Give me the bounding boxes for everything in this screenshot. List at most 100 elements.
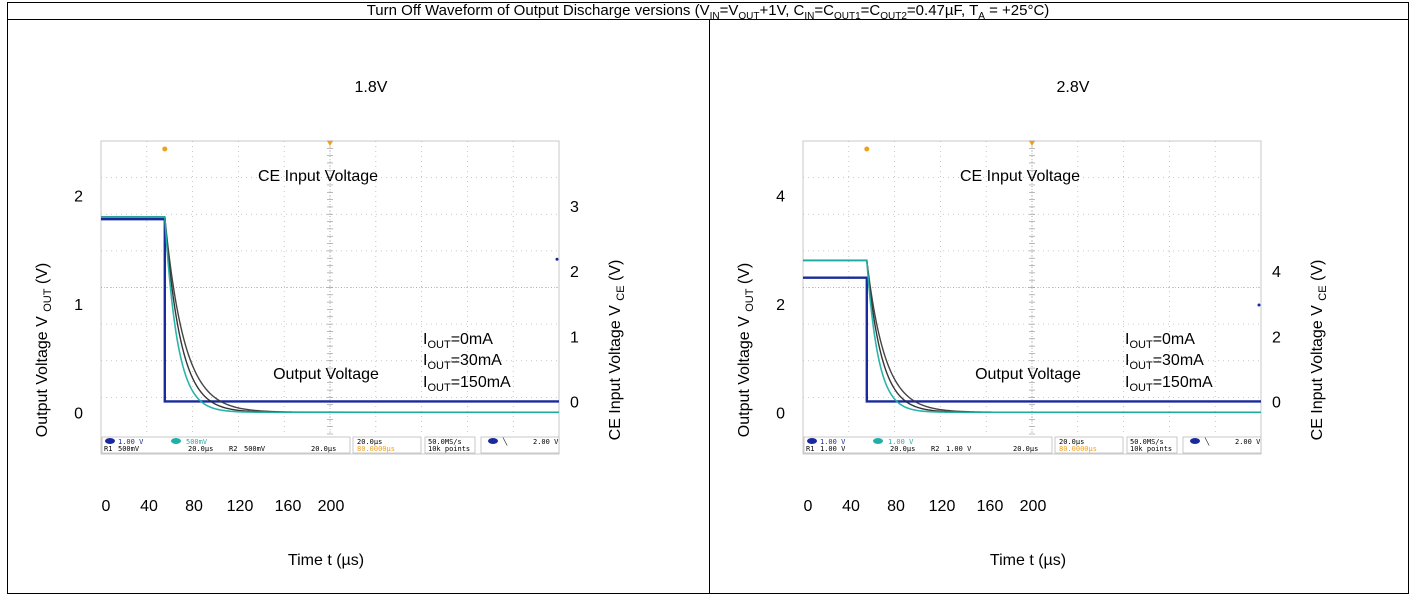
output-annotation: Output Voltage: [273, 366, 379, 383]
trigger-source-badge: [488, 438, 498, 444]
scope-status-acq: [424, 436, 476, 454]
y2-tick-label: 0: [1272, 394, 1281, 411]
r1-badge: R1: [104, 445, 112, 453]
legend-entry-1: IOUT=30mA: [1125, 352, 1204, 372]
r1-scale: 500mV: [118, 445, 140, 453]
sample-rate: 50.0MS/s: [1130, 438, 1164, 446]
panel-1: 1.00 V 500mV R1 500mV 20.0µs R2 500mV 20.0µs 20.…: [8, 22, 708, 595]
x-tick-label: 200: [318, 498, 345, 515]
timebase: 20.0µs: [357, 438, 382, 446]
r2-time: 20.0µs: [1013, 445, 1038, 453]
y-tick-label: 1: [74, 297, 83, 314]
ch1-level-marker: [1257, 303, 1261, 307]
legend-entry-2: IOUT=150mA: [1125, 374, 1213, 394]
ch1-scale: 1.00 V: [820, 438, 846, 446]
y-tick-label: 0: [74, 405, 83, 422]
trigger-slope: ╲: [502, 437, 508, 446]
x-tick-label: 80: [185, 498, 203, 515]
panel-divider: [709, 20, 710, 593]
vout-curve-150ma: [101, 216, 560, 414]
r2-badge: R2: [229, 445, 237, 453]
y2-tick-label: 4: [1272, 264, 1281, 281]
trigger-pos-marker: [1029, 141, 1035, 146]
ch1-badge: [105, 438, 115, 444]
x-axis-label: Time t (µs): [288, 552, 364, 569]
y2-tick-label: 3: [570, 199, 579, 216]
trigger-level: 2.00 V: [533, 438, 559, 446]
x-tick-label: 200: [1020, 498, 1047, 515]
figure-title: Turn Off Waveform of Output Discharge ve…: [8, 3, 1408, 22]
trigger-delay: 80.0000µs: [1059, 445, 1097, 453]
y-tick-label: 4: [776, 188, 785, 205]
r2-scale: 500mV: [244, 445, 266, 453]
scope-status-channels: [803, 436, 1053, 454]
y2-tick-label: 2: [1272, 329, 1281, 346]
chart-svg: 1.00 V 1.00 VR1 1.00 V 20.0µs R2 1.00 V 20.0µs…: [736, 79, 1329, 569]
scope-status-trigger: [480, 436, 560, 454]
trigger-marker: [162, 146, 168, 152]
r2-badge: R2: [931, 445, 939, 453]
ce-waveform: [803, 276, 1261, 403]
y2-tick-label: 0: [570, 394, 579, 411]
legend-entry-0: IOUT=0mA: [423, 331, 493, 351]
ch1-badge: [807, 438, 817, 444]
y2-tick-label: 1: [570, 329, 579, 346]
x-tick-label: 160: [275, 498, 302, 515]
y-tick-label: 2: [74, 188, 83, 205]
r1-scale: 1.00 V: [820, 445, 846, 453]
trigger-delay: 80.0000µs: [357, 445, 395, 453]
trigger-slope: ╲: [1204, 437, 1210, 446]
panel-title: 1.8V: [355, 79, 388, 96]
panel-title: 2.8V: [1057, 79, 1090, 96]
ce-input-annotation: CE Input Voltage: [258, 168, 378, 185]
x-tick-label: 40: [140, 498, 158, 515]
y-axis-label: Output Voltage V OUT (V): [34, 263, 54, 437]
y2-axis-label: CE Input Voltage V CE (V): [607, 260, 627, 441]
trigger-marker: [864, 146, 870, 152]
ch1-scale: 1.00 V: [118, 438, 144, 446]
trigger-pos-marker: [327, 141, 333, 146]
ch2-badge: [171, 438, 181, 444]
legend-entry-0: IOUT=0mA: [1125, 331, 1195, 351]
trigger-source-badge: [1190, 438, 1200, 444]
panel-2: 1.00 V 1.00 V R1 1.00 V 20.0µs R2 1.00 V 20.0µs…: [710, 22, 1410, 595]
figure-frame: Turn Off Waveform of Output Discharge ve…: [7, 2, 1409, 594]
output-annotation: Output Voltage: [975, 366, 1081, 383]
ce-input-annotation: CE Input Voltage: [960, 168, 1080, 185]
x-tick-label: 0: [102, 498, 111, 515]
y2-tick-label: 2: [570, 264, 579, 281]
r1-time: 20.0µs: [890, 445, 915, 453]
x-tick-label: 120: [227, 498, 254, 515]
x-axis-label: Time t (µs): [990, 552, 1066, 569]
y-axis-label: Output Voltage V OUT (V): [736, 263, 756, 437]
x-tick-label: 120: [929, 498, 956, 515]
y2-axis-label: CE Input Voltage V CE (V): [1309, 260, 1329, 441]
y-tick-label: 0: [776, 405, 785, 422]
ch2-scale: 500mV: [186, 438, 208, 446]
sample-rate: 50.0MS/s: [428, 438, 462, 446]
r2-time: 20.0µs: [311, 445, 336, 453]
legend-entry-1: IOUT=30mA: [423, 352, 502, 372]
scope-status-channels: [101, 436, 351, 454]
ch1-level-marker: [555, 257, 559, 261]
record-length: 10k points: [1130, 445, 1172, 453]
trigger-level: 2.00 V: [1235, 438, 1261, 446]
vout-curve-150ma: [803, 259, 1262, 414]
r1-time: 20.0µs: [188, 445, 213, 453]
ch2-scale: 1.00 V: [888, 438, 914, 446]
scope-status-timebase: [352, 436, 422, 454]
r2-scale: 1.00 V: [946, 445, 972, 453]
scope-status-timebase: [1054, 436, 1124, 454]
ce-waveform: [101, 217, 559, 403]
timebase: 20.0µs: [1059, 438, 1084, 446]
scope-status-trigger: [1182, 436, 1262, 454]
x-tick-label: 160: [977, 498, 1004, 515]
y-tick-label: 2: [776, 297, 785, 314]
x-tick-label: 80: [887, 498, 905, 515]
ch2-badge: [873, 438, 883, 444]
x-tick-label: 40: [842, 498, 860, 515]
scope-status-acq: [1126, 436, 1178, 454]
x-tick-label: 0: [804, 498, 813, 515]
legend-entry-2: IOUT=150mA: [423, 374, 511, 394]
